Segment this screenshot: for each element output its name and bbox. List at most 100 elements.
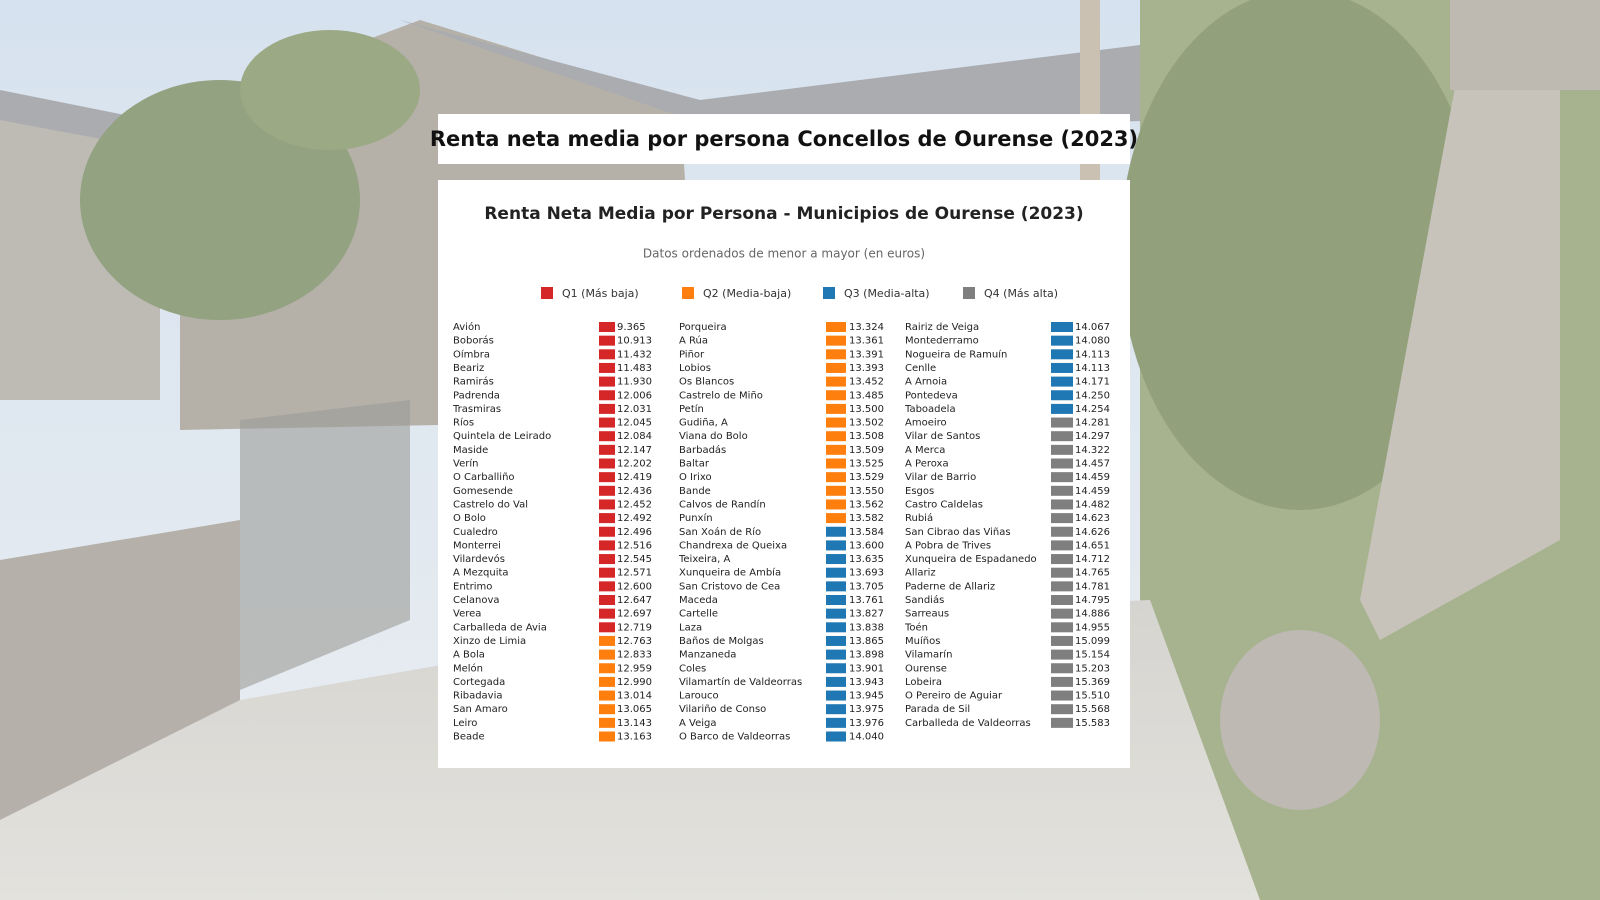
- quartile-marker: [599, 362, 615, 373]
- panel-subtitle: Datos ordenados de menor a mayor (en eur…: [643, 247, 925, 261]
- municipality-name: Oímbra: [453, 348, 490, 360]
- income-value: 12.492: [617, 513, 652, 524]
- municipality-name: Entrimo: [453, 581, 492, 592]
- municipality-name: Castrelo de Miño: [679, 390, 763, 401]
- quartile-marker: [1051, 690, 1073, 701]
- municipality-name: Castro Caldelas: [905, 499, 983, 510]
- income-value: 13.065: [617, 704, 652, 715]
- income-value: 14.795: [1075, 595, 1110, 606]
- quartile-marker: [1051, 499, 1073, 510]
- income-value: 13.827: [849, 609, 884, 620]
- quartile-marker: [826, 676, 846, 687]
- quartile-marker: [599, 567, 615, 578]
- quartile-marker: [1051, 581, 1073, 592]
- quartile-marker: [826, 608, 846, 619]
- municipality-name: Allariz: [905, 568, 936, 579]
- municipality-name: Melón: [453, 662, 483, 674]
- legend-label: Q1 (Más baja): [562, 287, 639, 300]
- legend-swatch: [541, 287, 553, 299]
- quartile-marker: [826, 690, 846, 701]
- municipality-name: Carballeda de Avia: [453, 622, 547, 633]
- municipality-name: O Pereiro de Aguiar: [905, 691, 1003, 702]
- income-value: 13.452: [849, 377, 884, 388]
- income-value: 12.031: [617, 404, 652, 415]
- municipality-name: Muíños: [905, 635, 940, 647]
- quartile-marker: [599, 376, 615, 387]
- municipality-name: Vilar de Barrio: [905, 472, 976, 483]
- municipality-name: Lobeira: [905, 677, 942, 688]
- income-value: 13.529: [849, 472, 884, 483]
- income-value: 12.496: [617, 527, 652, 538]
- municipality-name: A Bola: [453, 650, 485, 661]
- quartile-marker: [1051, 349, 1073, 360]
- income-value: 14.040: [849, 732, 884, 743]
- income-value: 14.623: [1075, 513, 1110, 524]
- quartile-marker: [1051, 526, 1073, 537]
- quartile-marker: [1051, 513, 1073, 524]
- municipality-name: Bande: [679, 486, 711, 497]
- quartile-marker: [826, 417, 846, 428]
- quartile-marker: [1051, 376, 1073, 387]
- quartile-marker: [599, 526, 615, 537]
- municipality-name: Xunqueira de Ambía: [679, 567, 781, 579]
- income-value: 13.550: [849, 486, 884, 497]
- quartile-marker: [1051, 472, 1073, 483]
- legend-swatch: [682, 287, 694, 299]
- municipality-name: Maceda: [679, 595, 718, 606]
- quartile-marker: [826, 554, 846, 565]
- quartile-marker: [599, 595, 615, 605]
- income-value: 13.838: [849, 622, 884, 633]
- quartile-marker: [599, 444, 615, 455]
- income-value: 12.419: [617, 472, 652, 483]
- income-value: 14.113: [1075, 349, 1110, 360]
- quartile-marker: [599, 649, 615, 660]
- income-value: 13.635: [849, 554, 884, 565]
- panel-content: Q1 (Más baja) Q2 (Media-baja) Q3 (Media-al…: [452, 287, 1110, 743]
- income-value: 14.080: [1075, 336, 1110, 347]
- quartile-marker: [826, 526, 846, 537]
- quartile-marker: [826, 444, 846, 455]
- income-value: 14.955: [1075, 622, 1110, 633]
- income-value: 13.509: [849, 445, 884, 456]
- legend-label: Q2 (Media-baja): [703, 287, 791, 300]
- quartile-marker: [599, 431, 615, 442]
- municipality-name: Xunqueira de Espadanedo: [905, 554, 1037, 565]
- income-value: 14.651: [1075, 540, 1110, 551]
- quartile-marker: [826, 431, 846, 442]
- income-value: 13.163: [617, 732, 652, 743]
- income-value: 13.600: [849, 540, 884, 551]
- income-value: 15.154: [1075, 650, 1110, 661]
- quartile-marker: [1051, 540, 1073, 551]
- quartile-marker: [1051, 431, 1073, 442]
- quartile-marker: [599, 581, 615, 592]
- income-value: 12.006: [617, 390, 652, 401]
- income-value: 10.913: [617, 336, 652, 347]
- municipality-name: Vilariño de Conso: [679, 704, 766, 715]
- income-value: 14.482: [1075, 499, 1110, 510]
- income-value: 12.959: [617, 663, 652, 674]
- municipality-name: Piñor: [679, 349, 705, 360]
- income-value: 15.099: [1075, 636, 1110, 647]
- municipality-name: Rairiz de Veiga: [905, 322, 979, 333]
- quartile-marker: [826, 390, 846, 401]
- quartile-marker: [599, 472, 615, 483]
- income-value: 13.865: [849, 636, 884, 647]
- municipality-name: Paderne de Allariz: [905, 581, 995, 592]
- quartile-marker: [826, 499, 846, 510]
- municipality-name: Verín: [453, 458, 478, 470]
- municipality-name: Trasmiras: [452, 404, 501, 415]
- quartile-marker: [599, 485, 615, 496]
- quartile-marker: [1051, 485, 1073, 496]
- municipality-name: Petín: [679, 403, 704, 415]
- quartile-marker: [599, 622, 615, 633]
- municipality-name: O Carballiño: [453, 472, 515, 483]
- municipality-name: Nogueira de Ramuín: [905, 348, 1007, 360]
- title-box: [438, 114, 1130, 164]
- income-value: 13.898: [849, 650, 884, 661]
- municipality-name: Celanova: [453, 595, 500, 606]
- quartile-marker: [599, 717, 615, 728]
- quartile-marker: [599, 731, 615, 742]
- quartile-marker: [826, 649, 846, 660]
- municipality-name: Larouco: [679, 691, 719, 702]
- municipality-name: Carballeda de Valdeorras: [905, 718, 1031, 729]
